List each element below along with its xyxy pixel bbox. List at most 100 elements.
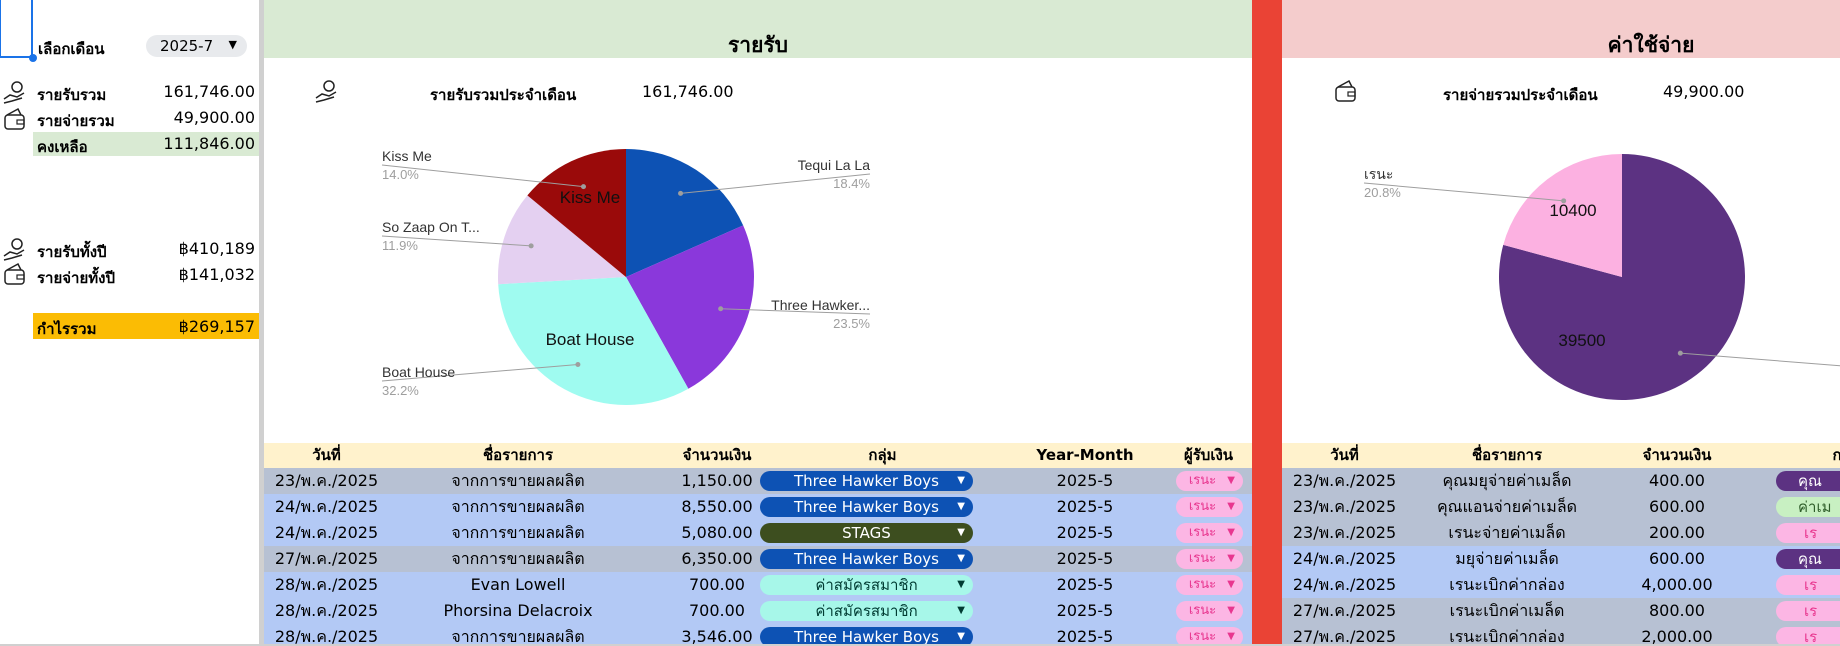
date-cell[interactable]: 27/พ.ค./2025	[1292, 627, 1397, 646]
frozen-pane-divider[interactable]	[259, 0, 264, 646]
group-dropdown[interactable]: ค่าสมัครสมาชิก ▼	[760, 575, 973, 595]
year-month-cell[interactable]: 2025-5	[1056, 627, 1114, 646]
amount-cell[interactable]: 6,350.00	[681, 549, 753, 568]
name-cell[interactable]: คุณมยุจ่ายค่าเมล็ด	[1442, 471, 1572, 490]
amount-cell[interactable]: 700.00	[689, 601, 745, 620]
table-row[interactable]: 23/พ.ค./2025 เรนะจ่ายค่าเมล็ด 200.00 เร	[1282, 520, 1840, 546]
group-dropdown[interactable]: เร	[1776, 575, 1840, 595]
group-dropdown[interactable]: คุณ	[1776, 549, 1840, 569]
month-select-dropdown[interactable]: 2025-7 ▼	[146, 35, 247, 57]
date-cell[interactable]: 24/พ.ค./2025	[1292, 549, 1397, 568]
date-cell[interactable]: 28/พ.ค./2025	[274, 575, 379, 594]
table-row[interactable]: 24/พ.ค./2025 จากการขายผลผลิต 8,550.00 Three…	[264, 494, 1252, 520]
table-row[interactable]: 24/พ.ค./2025 มยุจ่ายค่าเมล็ด 600.00 คุณ	[1282, 546, 1840, 572]
payee-dropdown[interactable]: เรนะ ▼	[1176, 497, 1243, 517]
table-row[interactable]: 28/พ.ค./2025 Evan Lowell 700.00 ค่าสมัครสมา…	[264, 572, 1252, 598]
year-month-cell[interactable]: 2025-5	[1056, 575, 1114, 594]
name-cell[interactable]: เรนะเบิกค่ากล่อง	[1449, 575, 1565, 594]
group-dropdown[interactable]: เร	[1776, 627, 1840, 646]
pie-slice[interactable]	[498, 277, 689, 405]
name-cell[interactable]: จากการขายผลผลิต	[451, 523, 585, 542]
callout-percent: 20.8%	[1364, 185, 1401, 200]
group-dropdown[interactable]: Three Hawker Boys ▼	[760, 471, 973, 491]
group-dropdown[interactable]: Three Hawker Boys ▼	[760, 497, 973, 517]
table-row[interactable]: 23/พ.ค./2025 คุณมยุจ่ายค่าเมล็ด 400.00 คุณ	[1282, 468, 1840, 494]
group-dropdown[interactable]: เร	[1776, 601, 1840, 621]
year-month-cell[interactable]: 2025-5	[1056, 523, 1114, 542]
year-month-cell[interactable]: 2025-5	[1056, 601, 1114, 620]
pie-slice[interactable]	[1503, 154, 1622, 277]
amount-cell[interactable]: 2,000.00	[1641, 627, 1713, 646]
pie-slice[interactable]	[1499, 154, 1745, 401]
name-cell[interactable]: คุณแอนจ่ายค่าเมล็ด	[1436, 497, 1578, 516]
cell-selection[interactable]	[0, 0, 33, 58]
year-month-cell[interactable]: 2025-5	[1056, 471, 1114, 490]
date-cell[interactable]: 27/พ.ค./2025	[274, 549, 379, 568]
date-cell[interactable]: 28/พ.ค./2025	[274, 601, 379, 620]
amount-cell[interactable]: 600.00	[1649, 549, 1705, 568]
amount-cell[interactable]: 3,546.00	[681, 627, 753, 646]
table-row[interactable]: 27/พ.ค./2025 เรนะเบิกค่ากล่อง 2,000.00 เร	[1282, 624, 1840, 646]
payee-dropdown[interactable]: เรนะ ▼	[1176, 471, 1243, 491]
table-row[interactable]: 24/พ.ค./2025 จากการขายผลผลิต 5,080.00 STAGS…	[264, 520, 1252, 546]
group-dropdown[interactable]: ค่าเม	[1776, 497, 1840, 517]
date-cell[interactable]: 24/พ.ค./2025	[1292, 575, 1397, 594]
group-dropdown[interactable]: Three Hawker Boys ▼	[760, 549, 973, 569]
amount-cell[interactable]: 200.00	[1649, 523, 1705, 542]
payee-dropdown[interactable]: เรนะ ▼	[1176, 523, 1243, 543]
amount-cell[interactable]: 8,550.00	[681, 497, 753, 516]
group-dropdown[interactable]: เร	[1776, 523, 1840, 543]
year-month-cell[interactable]: 2025-5	[1056, 497, 1114, 516]
date-cell[interactable]: 23/พ.ค./2025	[274, 471, 379, 490]
amount-cell[interactable]: 600.00	[1649, 497, 1705, 516]
table-row[interactable]: 23/พ.ค./2025 คุณแอนจ่ายค่าเมล็ด 600.00 ค่าเ…	[1282, 494, 1840, 520]
amount-cell[interactable]: 800.00	[1649, 601, 1705, 620]
pie-slice[interactable]	[626, 225, 754, 389]
payee-dropdown[interactable]: เรนะ ▼	[1176, 627, 1243, 646]
table-row[interactable]: 28/พ.ค./2025 Phorsina Delacroix 700.00 ค่าส…	[264, 598, 1252, 624]
amount-cell[interactable]: 700.00	[689, 575, 745, 594]
chevron-down-icon: ▼	[957, 475, 965, 486]
pie-slice[interactable]	[527, 149, 626, 277]
name-cell[interactable]: Evan Lowell	[470, 575, 566, 594]
name-cell[interactable]: Phorsina Delacroix	[443, 601, 593, 620]
table-row[interactable]: 27/พ.ค./2025 เรนะเบิกค่าเมล็ด 800.00 เร	[1282, 598, 1840, 624]
expense-title: ค่าใช้จ่าย	[1607, 33, 1695, 57]
date-cell[interactable]: 24/พ.ค./2025	[274, 523, 379, 542]
date-cell[interactable]: 23/พ.ค./2025	[1292, 523, 1397, 542]
date-cell[interactable]: 24/พ.ค./2025	[274, 497, 379, 516]
table-row[interactable]: 27/พ.ค./2025 จากการขายผลผลิต 6,350.00 Three…	[264, 546, 1252, 572]
name-cell[interactable]: มยุจ่ายค่าเมล็ด	[1455, 549, 1559, 568]
name-cell[interactable]: จากการขายผลผลิต	[451, 549, 585, 568]
name-cell[interactable]: เรนะจ่ายค่าเมล็ด	[1448, 523, 1566, 542]
date-cell[interactable]: 23/พ.ค./2025	[1292, 497, 1397, 516]
table-row[interactable]: 24/พ.ค./2025 เรนะเบิกค่ากล่อง 4,000.00 เร	[1282, 572, 1840, 598]
name-cell[interactable]: จากการขายผลผลิต	[451, 497, 585, 516]
group-dropdown[interactable]: STAGS ▼	[760, 523, 973, 543]
group-dropdown[interactable]: Three Hawker Boys ▼	[760, 627, 973, 646]
name-cell[interactable]: เรนะเบิกค่าเมล็ด	[1449, 601, 1565, 620]
pie-slice[interactable]	[626, 149, 744, 277]
payee-dropdown[interactable]: เรนะ ▼	[1176, 549, 1243, 569]
date-cell[interactable]: 23/พ.ค./2025	[1292, 471, 1397, 490]
date-cell[interactable]: 28/พ.ค./2025	[274, 627, 379, 646]
name-cell[interactable]: เรนะเบิกค่ากล่อง	[1449, 627, 1565, 646]
payee-dropdown[interactable]: เรนะ ▼	[1176, 601, 1243, 621]
amount-cell[interactable]: 400.00	[1649, 471, 1705, 490]
payee-value: เรนะ	[1188, 577, 1217, 592]
amount-cell[interactable]: 4,000.00	[1641, 575, 1713, 594]
pie-slice[interactable]	[498, 195, 626, 285]
payee-dropdown[interactable]: เรนะ ▼	[1176, 575, 1243, 595]
table-row[interactable]: 23/พ.ค./2025 จากการขายผลผลิต 1,150.00 Three…	[264, 468, 1252, 494]
table-row[interactable]: 28/พ.ค./2025 จากการขายผลผลิต 3,546.00 Three…	[264, 624, 1252, 646]
year-month-cell[interactable]: 2025-5	[1056, 549, 1114, 568]
selection-handle[interactable]	[29, 54, 37, 62]
group-dropdown[interactable]: คุณ	[1776, 471, 1840, 491]
amount-cell[interactable]: 1,150.00	[681, 471, 753, 490]
date-cell[interactable]: 27/พ.ค./2025	[1292, 601, 1397, 620]
name-cell[interactable]: จากการขายผลผลิต	[451, 471, 585, 490]
name-cell[interactable]: จากการขายผลผลิต	[451, 627, 585, 646]
group-dropdown[interactable]: ค่าสมัครสมาชิก ▼	[760, 601, 973, 621]
amount-cell[interactable]: 5,080.00	[681, 523, 753, 542]
callout-label: เรนะ	[1364, 166, 1393, 182]
